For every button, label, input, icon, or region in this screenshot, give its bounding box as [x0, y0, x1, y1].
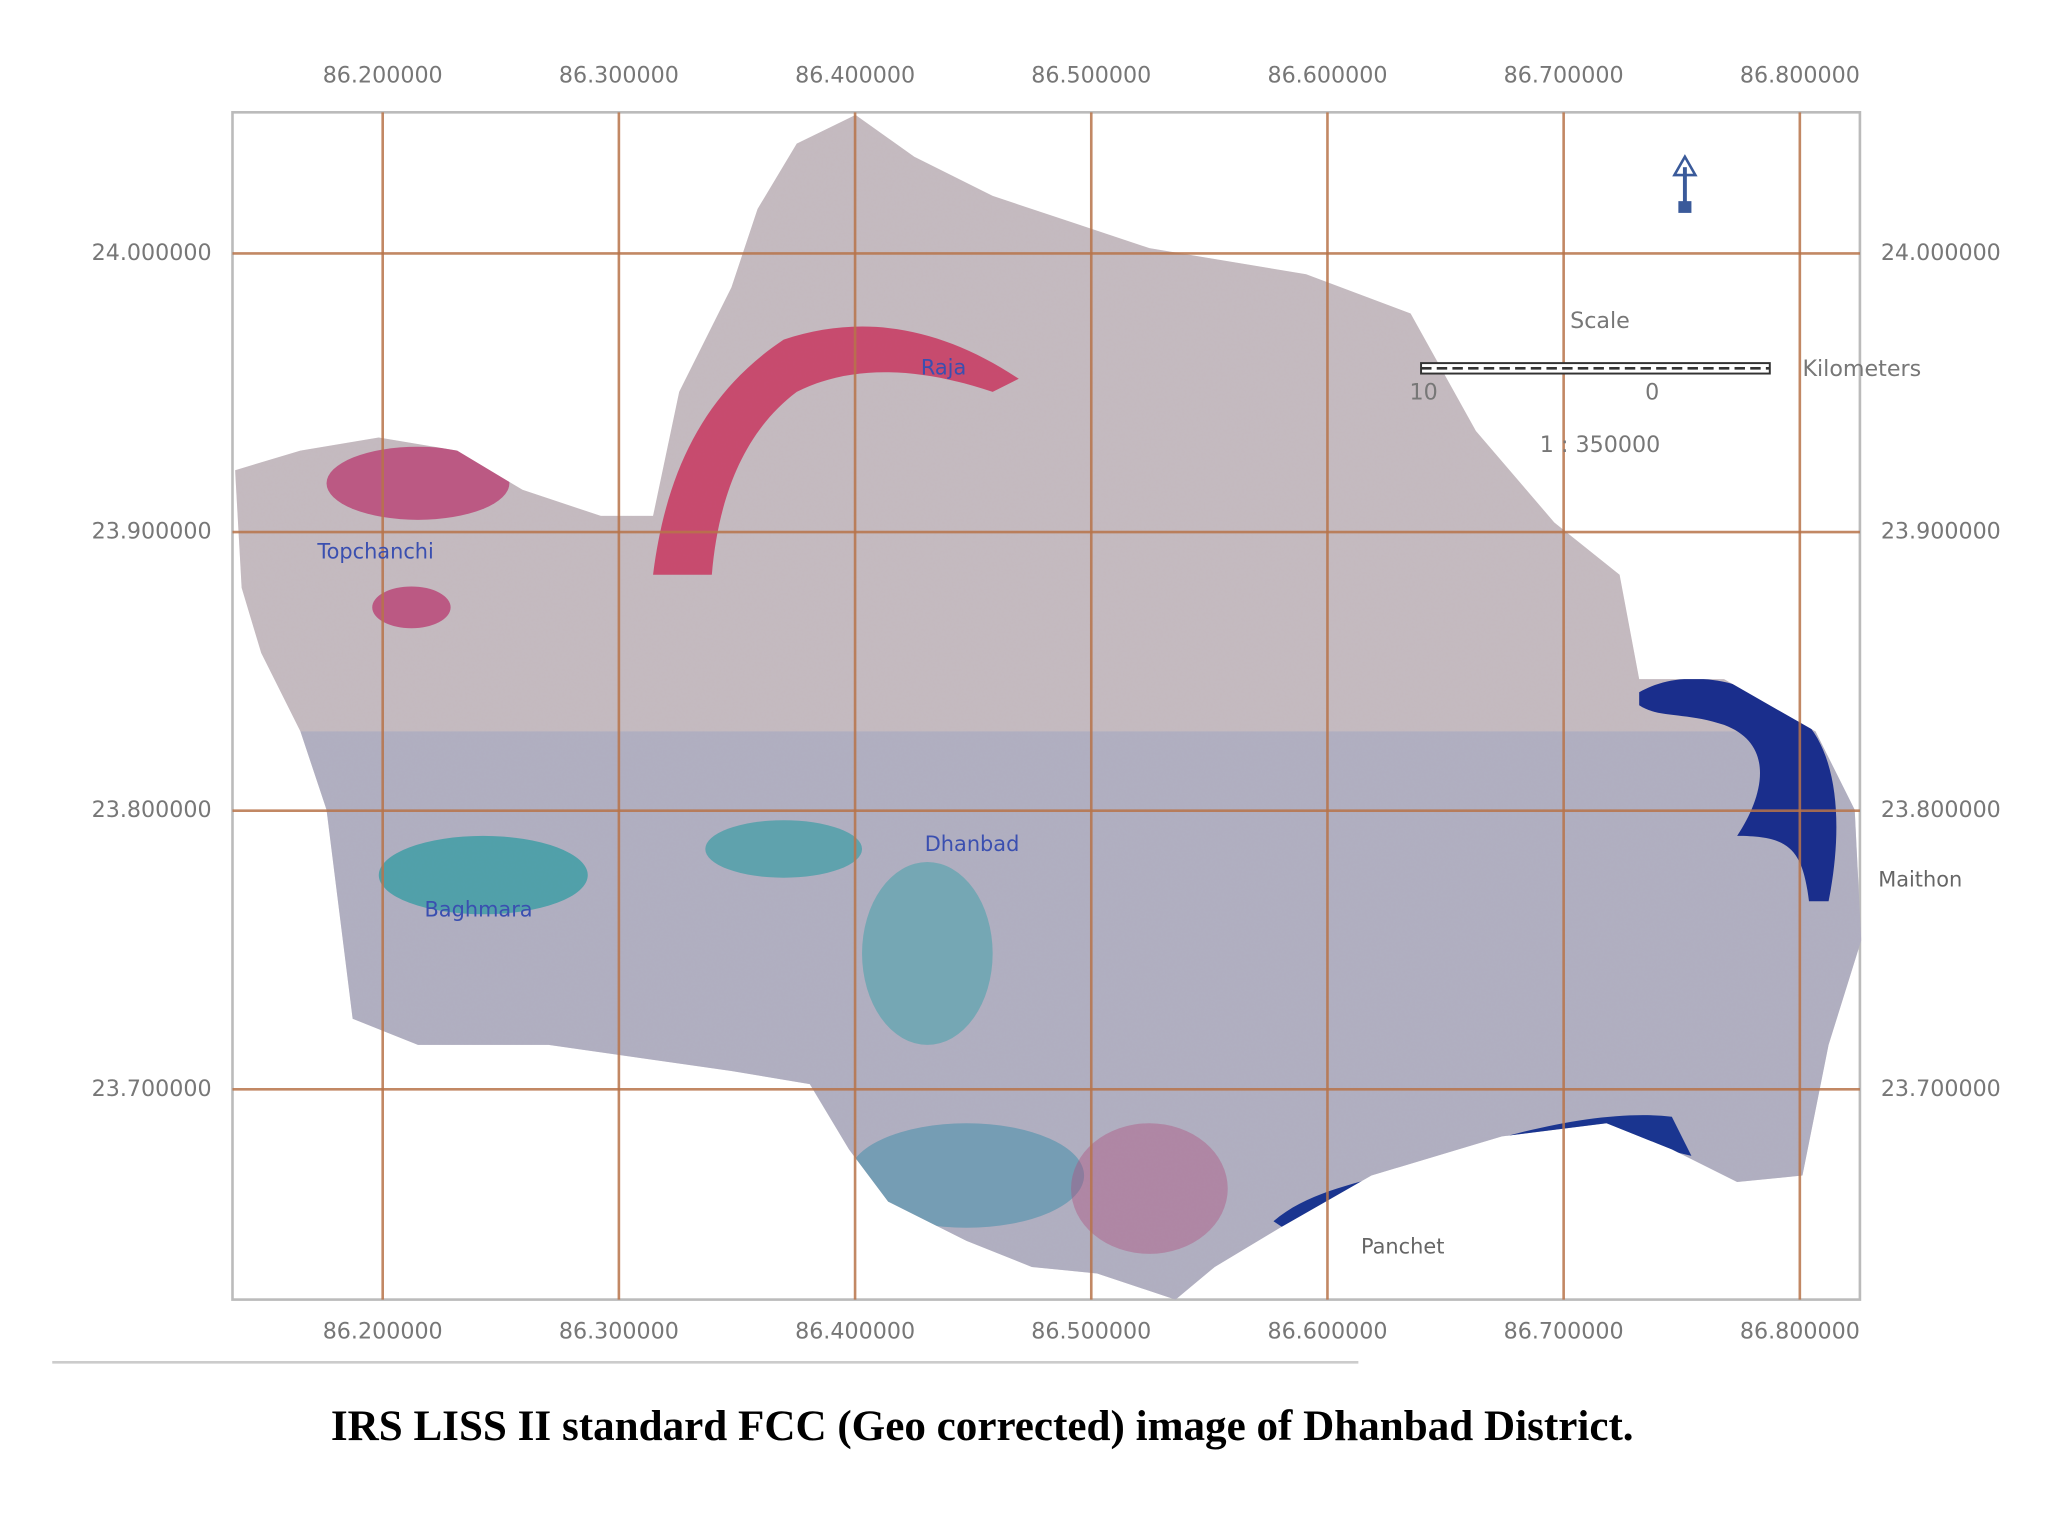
place-label: Maithon: [1878, 867, 1962, 891]
bottom-tick-label: 86.300000: [559, 1319, 679, 1345]
place-label: Topchanchi: [316, 539, 433, 563]
scale-ratio: 1 : 350000: [1540, 432, 1660, 458]
bottom-tick-label: 86.400000: [795, 1319, 915, 1345]
north-arrow: [1672, 154, 1698, 213]
left-tick-label: 24.000000: [92, 240, 212, 266]
right-tick-label: 23.700000: [1881, 1076, 2001, 1102]
place-label: Raja: [921, 355, 966, 379]
top-tick-label: 86.800000: [1740, 62, 1860, 88]
place-label: Baghmara: [424, 897, 532, 921]
district-image: [235, 114, 1862, 1300]
top-tick-label: 86.400000: [795, 62, 915, 88]
top-tick-label: 86.600000: [1267, 62, 1387, 88]
scale-unit: Kilometers: [1802, 356, 1921, 382]
top-tick-label: 86.300000: [559, 62, 679, 88]
bottom-tick-label: 86.200000: [323, 1319, 443, 1345]
right-tick-label: 23.800000: [1881, 797, 2001, 823]
top-tick-label: 86.500000: [1031, 62, 1151, 88]
scale-title: Scale: [1570, 308, 1630, 334]
place-label: Dhanbad: [925, 832, 1020, 856]
top-tick-label: 86.700000: [1504, 62, 1624, 88]
bottom-tick-label: 86.500000: [1031, 1319, 1151, 1345]
caption: IRS LISS II standard FCC (Geo corrected)…: [331, 1403, 1634, 1450]
scale-right: 0: [1645, 380, 1659, 406]
bottom-tick-label: 86.700000: [1504, 1319, 1624, 1345]
scale-left: 10: [1410, 380, 1438, 406]
left-tick-label: 23.700000: [92, 1076, 212, 1102]
scale-bar: [1420, 362, 1771, 375]
left-tick-label: 23.900000: [92, 519, 212, 545]
map-frame: [231, 111, 1862, 1301]
top-tick-label: 86.200000: [323, 62, 443, 88]
bottom-tick-label: 86.800000: [1740, 1319, 1860, 1345]
left-tick-label: 23.800000: [92, 797, 212, 823]
bottom-tick-label: 86.600000: [1267, 1319, 1387, 1345]
right-tick-label: 24.000000: [1881, 240, 2001, 266]
right-tick-label: 23.900000: [1881, 519, 2001, 545]
place-label: Panchet: [1361, 1234, 1444, 1258]
graticule: [232, 112, 1860, 1300]
